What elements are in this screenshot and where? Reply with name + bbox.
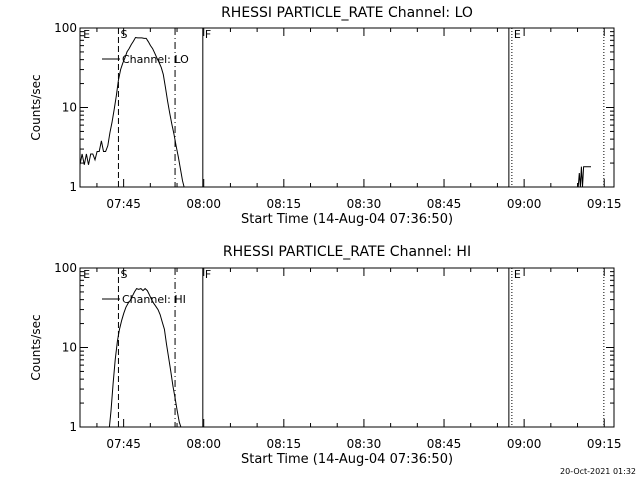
y-tick-label: 1: [69, 180, 77, 194]
x-tick-label: 09:00: [507, 197, 542, 211]
event-marker-label: E: [514, 268, 521, 281]
event-marker-label: S: [120, 28, 127, 41]
x-tick-label: 08:15: [267, 197, 302, 211]
x-tick-label: 07:45: [106, 197, 141, 211]
event-marker-label: E: [83, 268, 90, 281]
x-tick-label: 09:15: [587, 437, 622, 451]
x-tick-label: 09:15: [587, 197, 622, 211]
event-marker-label: F: [205, 268, 211, 281]
event-marker-label: E: [514, 28, 521, 41]
footer-timestamp: 20-Oct-2021 01:32: [560, 467, 636, 476]
x-tick-label: 08:45: [427, 437, 462, 451]
x-tick-label: 09:00: [507, 437, 542, 451]
y-axis-label: Counts/sec: [29, 74, 43, 140]
x-tick-label: 08:00: [186, 197, 221, 211]
y-tick-label: 100: [54, 21, 77, 35]
chart-title: RHESSI PARTICLE_RATE Channel: HI: [223, 244, 471, 260]
legend-label: Channel: LO: [122, 53, 189, 66]
x-axis-label: Start Time (14-Aug-04 07:36:50): [241, 452, 453, 467]
x-tick-label: 08:30: [347, 197, 382, 211]
x-tick-label: 08:45: [427, 197, 462, 211]
panel-lo-channel: RHESSI PARTICLE_RATE Channel: LO Counts/s…: [29, 5, 622, 227]
series-line: [80, 36, 185, 187]
y-tick-label: 1: [69, 420, 77, 434]
plot-frame: [79, 27, 615, 188]
x-tick-label: 08:30: [347, 437, 382, 451]
legend-label: Channel: HI: [122, 293, 186, 306]
event-marker-label: E: [83, 28, 90, 41]
series-line: [577, 166, 591, 187]
y-tick-label: 10: [62, 101, 77, 115]
plot-frame: [79, 267, 615, 428]
event-marker-label: F: [205, 28, 211, 41]
series-line: [108, 287, 182, 427]
x-tick-label: 08:15: [267, 437, 302, 451]
y-tick-label: 100: [54, 261, 77, 275]
y-axis-label: Counts/sec: [29, 314, 43, 380]
x-tick-label: 07:45: [106, 437, 141, 451]
x-tick-label: 08:00: [186, 437, 221, 451]
x-axis-label: Start Time (14-Aug-04 07:36:50): [241, 212, 453, 227]
y-tick-label: 10: [62, 341, 77, 355]
chart-title: RHESSI PARTICLE_RATE Channel: LO: [221, 5, 473, 21]
panel-hi-channel: RHESSI PARTICLE_RATE Channel: HI Counts/s…: [29, 244, 622, 467]
event-marker-label: S: [120, 268, 127, 281]
